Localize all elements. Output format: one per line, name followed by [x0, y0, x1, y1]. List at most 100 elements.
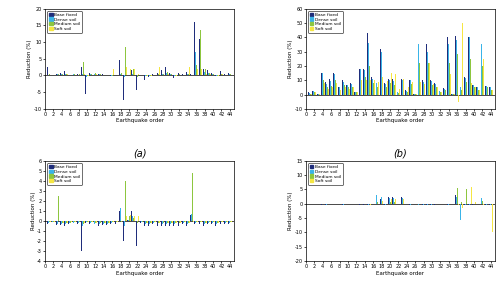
- Bar: [81, 67, 82, 75]
- Bar: [193, 221, 194, 222]
- Bar: [142, 221, 144, 222]
- Bar: [58, 221, 59, 223]
- Bar: [52, 221, 54, 222]
- Bar: [367, 204, 368, 205]
- Bar: [395, 75, 396, 95]
- Bar: [161, 221, 162, 226]
- Bar: [489, 87, 490, 95]
- Bar: [72, 221, 74, 224]
- Bar: [188, 74, 189, 75]
- Bar: [462, 23, 463, 95]
- Bar: [466, 80, 468, 95]
- Bar: [132, 74, 133, 75]
- Bar: [123, 75, 124, 100]
- Bar: [449, 63, 450, 95]
- Bar: [140, 221, 141, 222]
- Bar: [433, 84, 434, 95]
- Bar: [457, 55, 458, 95]
- Bar: [391, 73, 392, 95]
- Bar: [325, 204, 326, 205]
- Bar: [125, 47, 126, 75]
- Bar: [438, 90, 440, 95]
- Bar: [440, 92, 442, 95]
- Bar: [412, 82, 413, 95]
- Bar: [318, 94, 320, 95]
- Bar: [167, 221, 168, 223]
- Bar: [207, 70, 208, 75]
- Bar: [68, 221, 70, 224]
- Bar: [402, 202, 404, 204]
- Bar: [472, 204, 473, 205]
- Bar: [190, 74, 191, 75]
- Bar: [209, 73, 210, 75]
- Bar: [343, 82, 344, 95]
- Bar: [133, 69, 134, 75]
- Bar: [373, 83, 374, 95]
- Bar: [484, 86, 486, 95]
- Bar: [152, 221, 154, 224]
- Bar: [434, 204, 436, 205]
- Bar: [346, 84, 347, 95]
- Bar: [486, 87, 488, 95]
- Bar: [479, 90, 480, 95]
- Bar: [85, 75, 86, 94]
- Bar: [136, 75, 138, 78]
- Legend: Base fixed, Dense soil, Medium soil, Soft soil: Base fixed, Dense soil, Medium soil, Sof…: [47, 11, 82, 33]
- Bar: [87, 221, 88, 222]
- Bar: [428, 63, 430, 95]
- Bar: [430, 80, 431, 95]
- Bar: [129, 216, 130, 221]
- Bar: [453, 94, 454, 95]
- Bar: [102, 221, 103, 225]
- Bar: [409, 80, 410, 95]
- Bar: [130, 215, 131, 221]
- Bar: [216, 221, 218, 224]
- Bar: [158, 221, 160, 223]
- Bar: [410, 80, 411, 95]
- Bar: [308, 93, 309, 95]
- Bar: [119, 211, 120, 221]
- Bar: [90, 221, 91, 223]
- Bar: [393, 81, 394, 95]
- Bar: [125, 181, 126, 221]
- Bar: [405, 90, 406, 95]
- Bar: [456, 197, 457, 204]
- Bar: [491, 90, 492, 95]
- Bar: [385, 204, 386, 205]
- Bar: [389, 198, 390, 204]
- Bar: [194, 22, 196, 75]
- Bar: [406, 91, 407, 95]
- Bar: [109, 221, 110, 223]
- Bar: [482, 201, 484, 204]
- Bar: [198, 39, 200, 75]
- Bar: [74, 221, 76, 222]
- Bar: [204, 69, 206, 75]
- Bar: [147, 221, 148, 223]
- Bar: [370, 80, 371, 95]
- Bar: [382, 77, 384, 95]
- Bar: [119, 60, 120, 75]
- Bar: [448, 44, 449, 95]
- Bar: [369, 66, 370, 95]
- Bar: [489, 204, 490, 205]
- Bar: [207, 221, 208, 224]
- X-axis label: Earthquake order: Earthquake order: [116, 118, 164, 124]
- Legend: Base fixed, Dense soil, Medium soil, Soft soil: Base fixed, Dense soil, Medium soil, Sof…: [308, 163, 343, 185]
- Bar: [309, 93, 310, 95]
- Bar: [169, 73, 170, 75]
- Bar: [415, 94, 416, 95]
- Bar: [454, 94, 455, 95]
- Bar: [231, 221, 232, 222]
- Bar: [146, 75, 147, 77]
- Bar: [216, 75, 218, 76]
- Bar: [224, 221, 226, 223]
- Bar: [316, 94, 318, 95]
- Bar: [411, 84, 412, 95]
- Bar: [358, 70, 360, 95]
- Bar: [342, 204, 343, 205]
- Bar: [444, 90, 446, 95]
- Bar: [78, 221, 80, 222]
- Bar: [458, 95, 459, 102]
- Bar: [462, 204, 463, 208]
- Bar: [150, 75, 151, 76]
